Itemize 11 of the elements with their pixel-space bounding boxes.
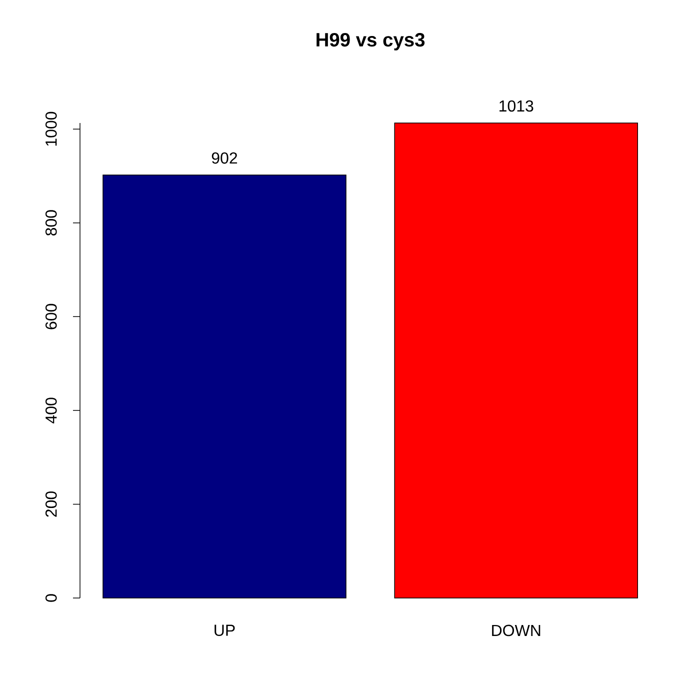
x-tick-label: DOWN [492, 624, 540, 636]
y-tick-label: 800 [45, 210, 57, 236]
y-tick-label: 200 [45, 491, 57, 517]
chart-title: H99 vs cys3 [316, 32, 425, 50]
y-tick-label: 600 [45, 304, 57, 330]
x-tick-label: UP [214, 624, 235, 636]
y-tick-label: 0 [45, 594, 57, 602]
y-tick-label: 1000 [45, 112, 57, 146]
data-label: 902 [212, 152, 238, 164]
y-tick-label: 400 [45, 398, 57, 424]
data-label: 1013 [500, 100, 534, 112]
